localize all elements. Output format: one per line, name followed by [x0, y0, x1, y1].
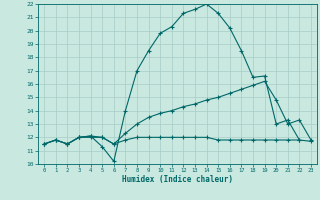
X-axis label: Humidex (Indice chaleur): Humidex (Indice chaleur) [122, 175, 233, 184]
